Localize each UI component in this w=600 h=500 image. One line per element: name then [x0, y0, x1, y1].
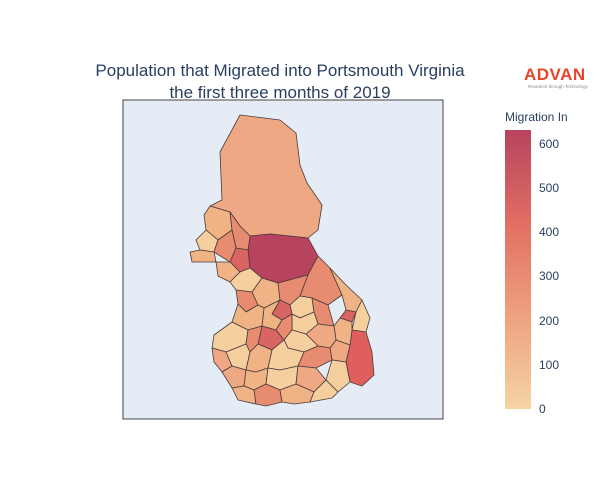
- logo-wordmark: ADVAN: [524, 65, 586, 84]
- colorbar-tick-400: 400: [539, 225, 560, 239]
- tract-nw-5[interactable]: [189, 249, 217, 263]
- colorbar-tick-600: 600: [539, 137, 560, 151]
- logo-tagline: Research through Technology: [528, 84, 588, 89]
- colorbar-title: Migration In: [505, 110, 568, 124]
- chart-title: Population that Migrated into Portsmouth…: [60, 60, 500, 104]
- colorbar-tick-100: 100: [539, 358, 560, 372]
- colorbar-tick-0: 0: [539, 402, 546, 416]
- colorbar-tick-300: 300: [539, 269, 560, 283]
- tract-e-7[interactable]: [325, 359, 351, 393]
- map-regions: [189, 114, 375, 407]
- chart-title-line-1: Population that Migrated into Portsmouth…: [95, 61, 465, 80]
- colorbar-tick-500: 500: [539, 181, 560, 195]
- colorbar: [505, 130, 531, 409]
- tract-s-10[interactable]: [309, 379, 339, 403]
- tract-e-3[interactable]: [351, 299, 371, 333]
- advan-logo: ADVAN Research through Technology: [524, 66, 594, 90]
- colorbar-tick-200: 200: [539, 314, 560, 328]
- chart-title-line-2: the first three months of 2019: [169, 83, 391, 102]
